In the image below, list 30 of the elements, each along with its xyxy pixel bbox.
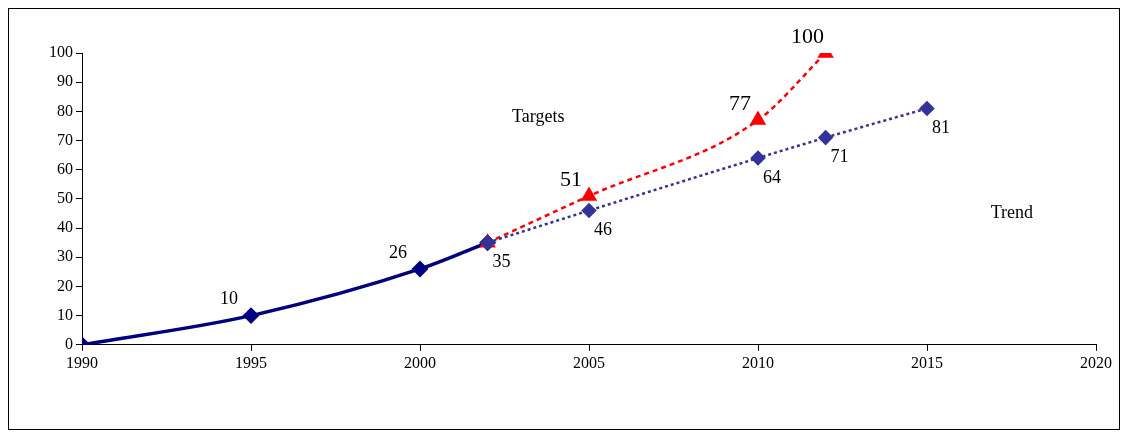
data-label: 46	[594, 219, 612, 240]
x-tick-label: 1995	[235, 353, 267, 371]
data-label: 35	[492, 251, 511, 272]
x-tick-label: 2005	[573, 353, 605, 371]
data-label: 10	[220, 288, 238, 309]
data-label: 100	[791, 22, 825, 48]
data-label: 81	[932, 117, 950, 138]
data-label: 26	[389, 241, 407, 262]
data-label: 77	[729, 89, 751, 115]
y-tick-label: 80	[57, 101, 73, 119]
y-tick-label: 20	[57, 276, 73, 294]
x-tick-label: 2000	[404, 353, 436, 371]
annotation: Targets	[512, 105, 565, 126]
data-label: 71	[830, 146, 849, 167]
x-tick-label: 2020	[1080, 353, 1112, 371]
y-tick-label: 30	[57, 247, 73, 265]
y-tick-label: 10	[57, 305, 73, 323]
annotation: Trend	[990, 202, 1034, 223]
y-tick-label: 0	[65, 335, 73, 352]
y-tick-label: 100	[49, 43, 73, 61]
data-label: 64	[763, 166, 781, 187]
y-tick-label: 90	[57, 72, 73, 90]
x-tick-label: 1990	[66, 353, 98, 371]
x-tick-label: 2010	[742, 353, 774, 371]
data-label: 51	[560, 165, 582, 191]
y-tick-label: 60	[57, 159, 73, 177]
y-tick-label: 70	[57, 130, 73, 148]
x-tick-label: 2015	[911, 353, 943, 371]
y-tick-label: 40	[57, 218, 73, 236]
y-tick-label: 50	[57, 189, 73, 207]
